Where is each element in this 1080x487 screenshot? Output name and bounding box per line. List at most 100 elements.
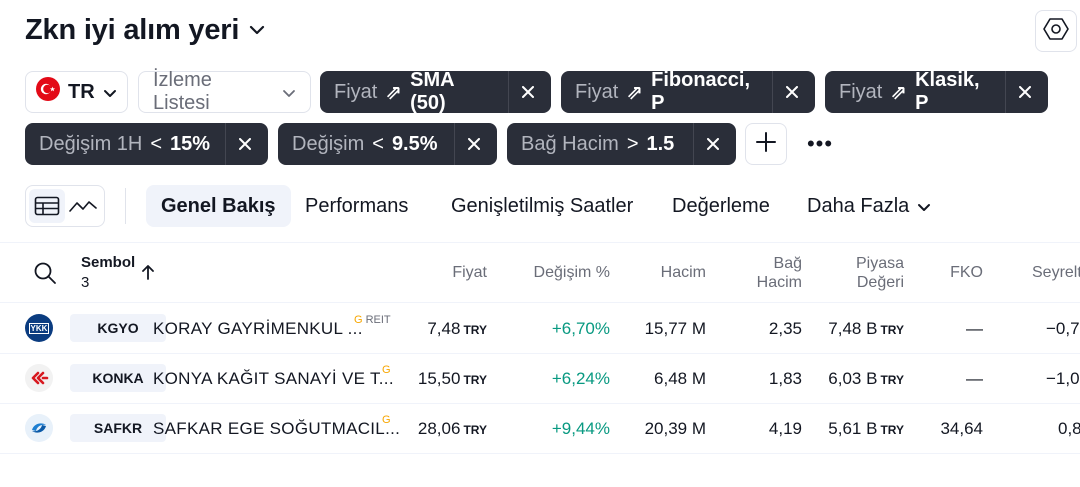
tab-extended-hours[interactable]: Genişletilmiş Saatler	[451, 194, 634, 217]
plus-icon	[756, 131, 776, 157]
rel-volume-cell: 4,19	[768, 419, 802, 438]
chevron-down-icon[interactable]	[249, 25, 265, 35]
ticker-badge[interactable]: KONKA	[70, 364, 166, 392]
filter-chip-price-fibonacci[interactable]: Fiyat ⇗ Fibonacci, P	[561, 69, 815, 114]
table-view-icon[interactable]	[29, 189, 65, 223]
divider	[0, 453, 1080, 454]
tab-performance[interactable]: Performans	[305, 194, 409, 217]
change-cell: +9,44%	[551, 419, 610, 438]
filter-chip-relative-volume[interactable]: Bağ Hacim > 1.5	[507, 123, 736, 165]
more-options-button[interactable]: •••	[806, 131, 834, 156]
divider	[0, 242, 1080, 243]
divider	[0, 302, 1080, 303]
tab-more[interactable]: Daha Fazla	[792, 185, 946, 227]
filter-operator: <	[150, 132, 163, 155]
filter-chip-change[interactable]: Değişim < 9.5%	[278, 123, 497, 165]
market-cap-cell: 7,48 B TRY	[828, 319, 904, 338]
column-header-change[interactable]: Değişim %	[533, 264, 610, 281]
rel-volume-cell: 1,83	[768, 369, 802, 388]
badge-g: G REIT	[354, 314, 391, 326]
watchlist-label: İzleme Listesi	[153, 69, 212, 114]
settings-hex-icon	[1043, 16, 1069, 47]
add-filter-button[interactable]	[745, 123, 787, 165]
chevron-down-icon	[917, 195, 931, 218]
filter-label: Fiyat	[334, 80, 378, 103]
close-icon[interactable]	[226, 123, 264, 165]
filter-value: 15%	[170, 132, 211, 155]
pe-cell: —	[966, 369, 983, 388]
close-icon[interactable]	[455, 123, 493, 165]
filter-label: Değişim	[292, 132, 365, 155]
konka-logo-icon	[25, 364, 53, 392]
volume-cell: 6,48 M	[654, 369, 706, 388]
filter-value: 9.5%	[391, 132, 438, 155]
filter-operator: ⇗	[626, 81, 644, 104]
tab-more-label: Daha Fazla	[807, 194, 910, 217]
settings-button[interactable]	[1035, 10, 1077, 52]
column-header-symbol[interactable]: Sembol	[81, 254, 136, 271]
filter-value: Fibonacci, P	[651, 69, 751, 114]
chevron-down-icon	[103, 81, 117, 104]
diluted-eps-cell: −1,0	[1046, 369, 1080, 388]
filter-label: Değişim 1H	[39, 132, 143, 155]
market-cap-cell: 5,61 B TRY	[828, 419, 904, 438]
search-icon[interactable]	[33, 261, 57, 290]
company-name[interactable]: SAFKAR EGE SOĞUTMACIL...	[153, 419, 401, 438]
header-line: Bağ	[773, 255, 802, 272]
row-count: 3	[81, 274, 90, 291]
page-title[interactable]: Zkn iyi alım yeri	[25, 13, 240, 46]
column-header-pe[interactable]: FKO	[950, 264, 983, 281]
filter-chip-price-sma[interactable]: Fiyat ⇗ SMA (50)	[320, 69, 551, 114]
diluted-eps-cell: −0,7	[1046, 319, 1080, 338]
chevron-down-icon	[282, 81, 296, 104]
title-row[interactable]: Zkn iyi alım yeri	[25, 10, 265, 50]
diluted-eps-cell: 0,8	[1058, 419, 1080, 438]
column-header-rel-volume[interactable]: Bağ Hacim	[720, 254, 802, 292]
filter-operator: ⇗	[385, 81, 403, 104]
market-cap-cell: 6,03 B TRY	[828, 369, 904, 388]
market-label: TR	[68, 80, 95, 103]
close-icon[interactable]	[773, 71, 811, 113]
company-name[interactable]: KORAY GAYRİMENKUL ...	[153, 319, 363, 338]
filter-chip-change-1h[interactable]: Değişim 1H < 15%	[25, 123, 268, 165]
filter-label: Fiyat	[575, 80, 619, 103]
filter-operator: >	[626, 132, 639, 155]
close-icon[interactable]	[694, 123, 732, 165]
close-icon[interactable]	[1006, 71, 1044, 113]
sort-up-arrow-icon[interactable]	[142, 264, 154, 285]
ticker-badge[interactable]: SAFKR	[70, 414, 166, 442]
filter-chip-price-klasik[interactable]: Fiyat ⇗ Klasik, P	[825, 69, 1048, 114]
volume-cell: 15,77 M	[644, 319, 706, 338]
company-name[interactable]: KONYA KAĞIT SANAYİ VE T...	[153, 369, 394, 388]
kgyo-logo-icon: YKK	[25, 314, 53, 342]
rel-volume-cell: 2,35	[768, 319, 802, 338]
header-line: Hacim	[756, 274, 802, 291]
column-header-volume[interactable]: Hacim	[660, 264, 706, 281]
filter-label: Fiyat	[839, 80, 883, 103]
column-header-price[interactable]: Fiyat	[452, 264, 487, 281]
ticker-badge[interactable]: KGYO	[70, 314, 166, 342]
tab-overview[interactable]: Genel Bakış	[146, 185, 291, 227]
filter-label: Bağ Hacim	[521, 132, 619, 155]
change-cell: +6,70%	[551, 319, 610, 338]
column-header-diluted-eps[interactable]: Seyrelt	[1032, 264, 1080, 281]
watchlist-selector[interactable]: İzleme Listesi	[138, 69, 311, 114]
filter-value: 1.5	[646, 132, 675, 155]
chart-view-icon[interactable]	[65, 189, 101, 223]
column-header-market-cap[interactable]: Piyasa Değeri	[810, 254, 904, 292]
filter-value: SMA (50)	[410, 69, 454, 114]
view-toggle[interactable]	[25, 185, 105, 227]
close-icon[interactable]	[509, 71, 547, 113]
filter-operator: ⇗	[890, 81, 908, 104]
market-selector[interactable]: TR	[25, 71, 128, 113]
turkey-flag-icon	[36, 77, 60, 107]
pe-cell: —	[966, 319, 983, 338]
price-cell: 15,50 TRY	[417, 369, 487, 388]
tab-valuation[interactable]: Değerleme	[672, 194, 770, 217]
volume-cell: 20,39 M	[644, 419, 706, 438]
header-line: Değeri	[856, 274, 904, 291]
price-cell: 7,48 TRY	[427, 319, 487, 338]
divider	[0, 353, 1080, 354]
filter-operator: <	[372, 132, 384, 155]
badge-g: G	[382, 414, 391, 426]
